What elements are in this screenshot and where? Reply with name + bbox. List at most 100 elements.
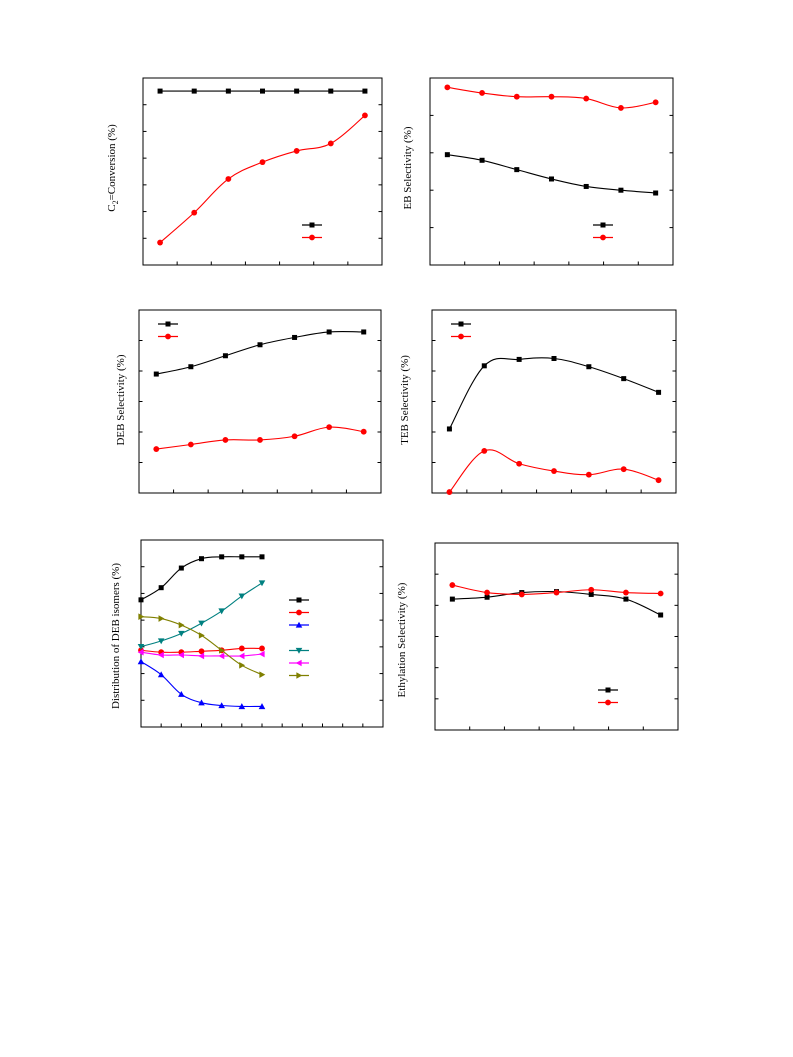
- series-line-d-0: [448, 357, 659, 430]
- data-point-d-1-1: [481, 448, 488, 454]
- data-point-c-0-3: [257, 342, 263, 348]
- legend-marker-c-1: [165, 333, 171, 340]
- data-point-e-3-1: [157, 638, 165, 645]
- data-point-f-1-1: [484, 589, 490, 596]
- data-point-b-1-6: [652, 99, 659, 106]
- data-point-c-1-6: [360, 428, 367, 435]
- data-point-a-1-2: [225, 176, 232, 182]
- data-point-e-1-5: [238, 645, 245, 652]
- data-point-e-3-4: [218, 608, 225, 615]
- chart-b: EB Selectivity (%): [402, 77, 674, 266]
- data-point-a-0-6: [362, 88, 368, 94]
- data-point-b-1-3: [548, 93, 555, 100]
- data-point-c-0-0: [153, 371, 159, 377]
- data-point-d-0-0: [446, 426, 452, 432]
- legend-marker-a-0: [309, 222, 315, 228]
- plot-frame-e: [140, 539, 384, 728]
- legend-marker-d-1: [458, 333, 464, 340]
- data-point-e-4-3: [198, 652, 205, 660]
- data-point-d-0-5: [621, 376, 627, 382]
- data-point-e-4-0: [137, 648, 144, 656]
- data-point-e-0-1: [158, 585, 164, 591]
- data-point-e-2-1: [157, 671, 165, 678]
- legend-marker-f-0: [605, 687, 611, 693]
- data-point-b-0-1: [479, 157, 485, 163]
- legend-marker-c-0: [165, 321, 171, 327]
- y-axis-label: DEB Selectivity (%): [115, 354, 127, 445]
- data-point-e-2-5: [238, 703, 246, 710]
- data-point-c-1-2: [222, 437, 229, 443]
- data-point-e-0-6: [259, 554, 265, 560]
- data-point-d-1-6: [655, 477, 662, 484]
- data-point-e-3-2: [178, 630, 185, 637]
- data-point-a-0-3: [260, 88, 265, 94]
- data-point-e-1-6: [259, 645, 265, 652]
- data-point-b-0-0: [444, 152, 450, 158]
- legend-marker-e-5: [296, 672, 303, 679]
- data-point-c-0-4: [292, 334, 298, 340]
- chart-a: C2=Conversion (%): [106, 77, 383, 266]
- data-point-d-0-6: [656, 389, 662, 395]
- data-point-e-0-2: [178, 565, 184, 571]
- data-point-d-0-3: [551, 355, 557, 361]
- data-point-b-1-0: [444, 84, 451, 91]
- data-point-a-0-0: [157, 88, 163, 94]
- data-point-e-3-6: [258, 580, 266, 587]
- data-point-b-0-6: [653, 190, 659, 196]
- legend-marker-e-4: [295, 659, 302, 667]
- data-point-e-2-6: [258, 703, 266, 710]
- series-line-a-1: [159, 114, 366, 243]
- data-point-d-1-2: [516, 460, 523, 467]
- y-axis-label: EB Selectivity (%): [402, 126, 414, 209]
- legend-marker-d-0: [458, 321, 464, 327]
- data-point-e-1-3: [198, 648, 205, 655]
- series-line-c-0: [156, 330, 364, 375]
- chart-e: Distribution of DEB isomers (%): [110, 539, 384, 728]
- plot-frame-f: [434, 542, 679, 731]
- data-point-b-1-4: [583, 95, 590, 102]
- series-line-b-0: [447, 154, 656, 194]
- legend-marker-b-1: [600, 234, 606, 241]
- data-point-a-0-2: [225, 88, 231, 94]
- chart-f: Ethylation Selectivity (%): [396, 542, 679, 731]
- data-point-e-4-6: [258, 650, 265, 658]
- data-point-c-0-5: [326, 329, 332, 335]
- data-point-f-0-1: [484, 594, 490, 600]
- data-point-a-0-4: [294, 88, 300, 94]
- data-point-e-2-4: [218, 702, 225, 709]
- data-point-e-5-4: [219, 647, 225, 654]
- data-point-e-0-0: [138, 597, 144, 603]
- data-point-a-1-5: [327, 140, 334, 147]
- data-point-c-1-1: [187, 441, 194, 448]
- data-point-d-1-0: [446, 489, 453, 495]
- data-point-e-5-1: [158, 615, 165, 622]
- data-point-e-5-6: [259, 671, 266, 678]
- data-point-e-4-4: [218, 652, 225, 660]
- y-axis-label: TEB Selectivity (%): [399, 355, 411, 445]
- legend-marker-e-0: [296, 597, 302, 603]
- data-point-e-3-0: [137, 643, 145, 650]
- data-point-c-1-5: [326, 424, 333, 431]
- data-point-a-1-1: [191, 209, 198, 216]
- y-axis-label: C2=Conversion (%): [106, 124, 120, 212]
- data-point-a-1-3: [259, 159, 266, 166]
- data-point-c-1-0: [153, 446, 160, 452]
- chart-d: TEB Selectivity (%): [399, 309, 677, 495]
- legend-marker-a-1: [309, 234, 315, 241]
- plot-frame-b: [429, 77, 674, 266]
- data-point-a-0-1: [191, 88, 197, 94]
- legend-marker-e-2: [295, 621, 303, 628]
- chart-c: DEB Selectivity (%): [115, 309, 382, 494]
- data-point-e-0-3: [199, 556, 204, 562]
- data-point-d-1-4: [585, 471, 592, 478]
- data-point-c-0-2: [222, 353, 228, 359]
- data-point-c-1-3: [257, 437, 263, 443]
- data-point-f-1-6: [657, 590, 664, 597]
- data-point-e-3-3: [198, 620, 205, 627]
- data-point-d-0-4: [586, 364, 592, 370]
- data-point-a-1-6: [362, 112, 368, 119]
- data-point-b-1-1: [479, 90, 485, 96]
- data-point-f-1-2: [518, 591, 525, 598]
- data-point-e-5-3: [198, 632, 205, 639]
- data-point-a-1-0: [157, 239, 163, 246]
